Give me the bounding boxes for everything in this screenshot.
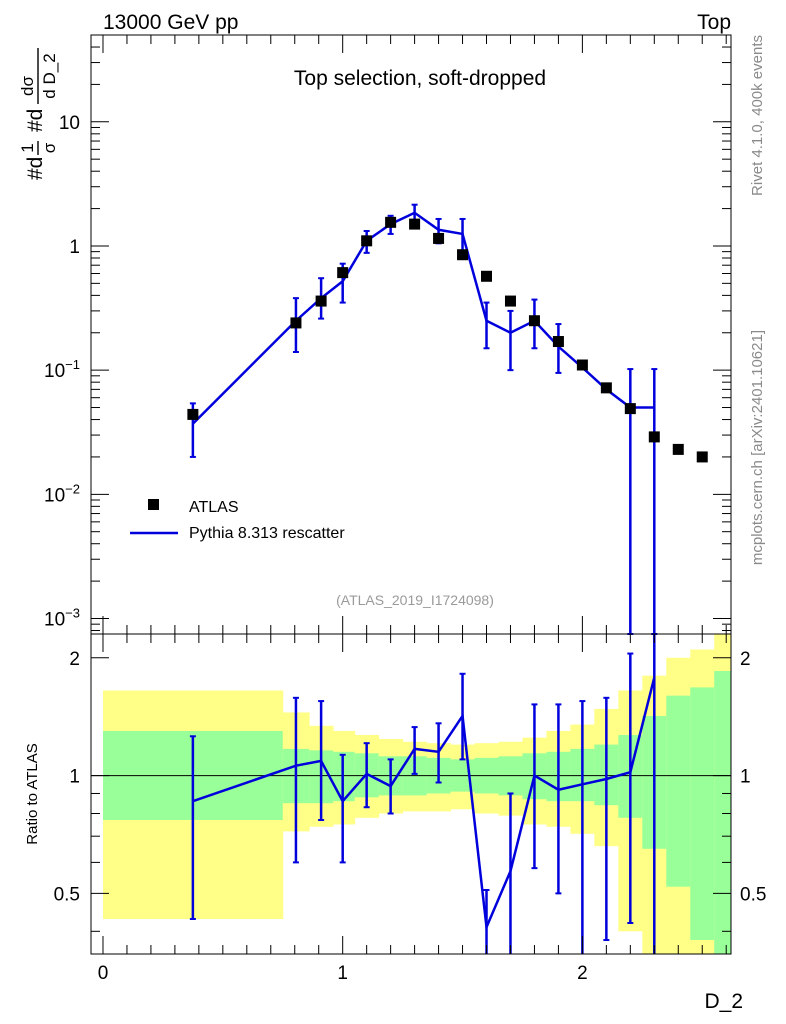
main-y-tick-label: 10−1 bbox=[44, 357, 80, 382]
ratio-y-tick-label-right: 1 bbox=[740, 767, 751, 788]
ratio-frame bbox=[90, 633, 732, 955]
band-green bbox=[690, 687, 715, 941]
band-green bbox=[714, 671, 732, 954]
data-point bbox=[696, 451, 708, 463]
main-y-tick-labels: 10−3 10−2 10−1 1 10 bbox=[44, 113, 80, 631]
data-point bbox=[337, 267, 349, 279]
main-y-tick-label: 1 bbox=[69, 237, 80, 258]
ratio-y-tick-label-left: 2 bbox=[69, 649, 80, 670]
header-right-label: Top bbox=[697, 11, 731, 34]
data-point bbox=[457, 249, 469, 261]
main-y-tick-label: 10−3 bbox=[44, 605, 80, 630]
header-left-label: 13000 GeV pp bbox=[103, 11, 238, 34]
data-series bbox=[187, 216, 708, 463]
main-y-tick-label: 10 bbox=[59, 113, 80, 134]
data-point bbox=[187, 408, 199, 420]
ratio-y-axis-label: Ratio to ATLAS bbox=[24, 743, 41, 844]
main-y-tick-label: 10−2 bbox=[44, 481, 80, 506]
band-green bbox=[333, 751, 356, 802]
ylabel-hash-1: #d bbox=[24, 157, 47, 180]
data-point bbox=[481, 270, 493, 282]
x-tick-labels: 0 1 2 bbox=[98, 963, 588, 984]
ylabel-frac1-den: σ bbox=[40, 142, 59, 153]
ratio-panel: 0.5 0.5 1 1 2 2 0 1 2 Ratio to ATLAS D_2 bbox=[24, 633, 767, 1013]
ratio-y-tick-label-left: 1 bbox=[69, 767, 80, 788]
rivet-label: Rivet 4.1.0, 400k events bbox=[749, 35, 766, 196]
ratio-tick-labels: 0.5 0.5 1 1 2 2 bbox=[54, 649, 767, 906]
ratio-y-tick-label-right: 2 bbox=[740, 649, 751, 670]
data-point bbox=[552, 336, 564, 348]
data-point bbox=[433, 232, 445, 244]
data-point bbox=[409, 218, 421, 230]
ylabel-frac2-den: d D_2 bbox=[40, 53, 59, 98]
data-point bbox=[504, 295, 516, 307]
data-point bbox=[385, 216, 397, 228]
main-y-axis-label: #d 1 σ #d dσ d D_2 bbox=[18, 48, 59, 180]
ratio-series bbox=[189, 634, 656, 954]
data-point bbox=[315, 295, 327, 307]
ratio-uncertainty-bands bbox=[102, 634, 732, 954]
main-y-ticks bbox=[91, 34, 731, 634]
ratio-y-tick-label-left: 0.5 bbox=[54, 884, 80, 905]
legend-pythia-label: Pythia 8.313 rescatter bbox=[189, 525, 345, 542]
main-panel: 10−3 10−2 10−1 1 10 Top selection, soft-drop… bbox=[18, 34, 732, 635]
data-point bbox=[576, 359, 588, 371]
mcplots-label: mcplots.cern.ch [arXiv:2401.10621] bbox=[749, 330, 766, 565]
legend: ATLAS Pythia 8.313 rescatter bbox=[130, 499, 345, 542]
data-point bbox=[624, 403, 636, 415]
ylabel-frac1-num: 1 bbox=[18, 143, 37, 152]
ylabel-hash-2: #d bbox=[24, 109, 47, 132]
legend-atlas-marker bbox=[148, 499, 159, 510]
data-point bbox=[600, 382, 612, 394]
legend-atlas-label: ATLAS bbox=[189, 499, 239, 516]
data-point bbox=[648, 431, 660, 443]
data-point bbox=[290, 317, 302, 329]
data-point bbox=[672, 443, 684, 455]
main-frame bbox=[90, 34, 732, 635]
data-point bbox=[528, 315, 540, 327]
x-axis-label: D_2 bbox=[704, 990, 743, 1013]
x-tick-label: 0 bbox=[98, 963, 109, 984]
ratio-ticks bbox=[91, 634, 731, 954]
x-tick-label: 2 bbox=[577, 963, 588, 984]
x-tick-label: 1 bbox=[337, 963, 348, 984]
chart-title: Top selection, soft-dropped bbox=[294, 67, 546, 90]
ratio-y-tick-label-right: 0.5 bbox=[740, 884, 766, 905]
band-green bbox=[666, 695, 691, 887]
analysis-label: (ATLAS_2019_I1724098) bbox=[336, 592, 494, 608]
mc-series bbox=[189, 203, 658, 635]
ylabel-frac2-num: dσ bbox=[18, 76, 37, 96]
data-point bbox=[361, 235, 373, 247]
mc-line bbox=[191, 211, 655, 425]
